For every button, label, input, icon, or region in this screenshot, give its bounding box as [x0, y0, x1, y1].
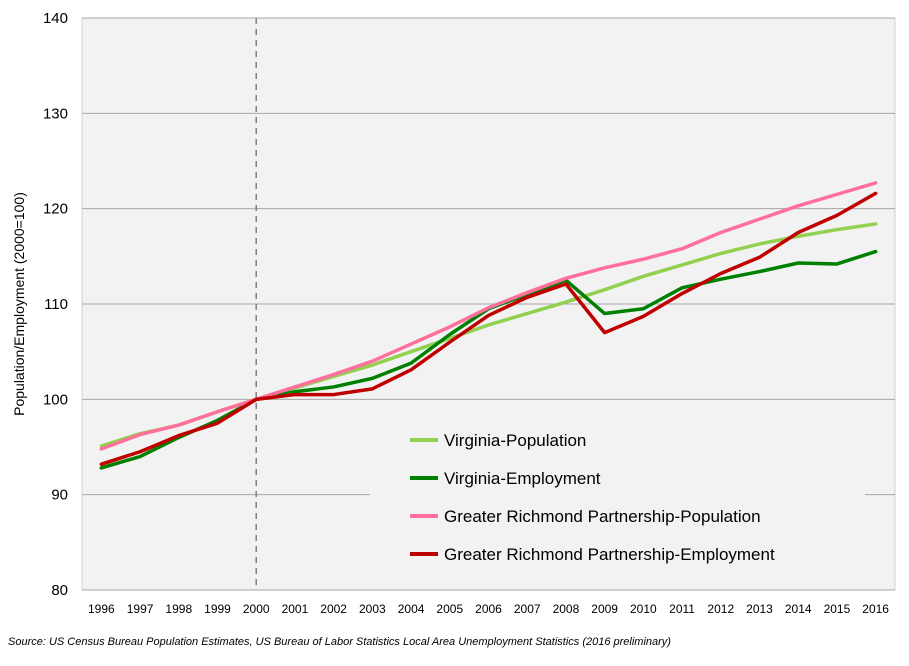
legend-box	[370, 418, 865, 578]
legend-label: Greater Richmond Partnership-Employment	[444, 545, 775, 564]
x-tick-label: 2013	[746, 602, 773, 616]
x-tick-label: 2008	[553, 602, 580, 616]
series-lines	[99, 181, 878, 470]
y-axis-label: Population/Employment (2000=100)	[11, 192, 27, 416]
x-tick-label: 2006	[475, 602, 502, 616]
y-tick-label: 140	[43, 10, 68, 27]
x-tick-label: 2010	[630, 602, 657, 616]
y-tick-label: 120	[43, 201, 68, 218]
x-tick-label: 1999	[204, 602, 231, 616]
y-axis: 80 90 100 110 120 130 140	[43, 10, 68, 599]
x-tick-label: 2001	[282, 602, 309, 616]
x-tick-label: 1996	[88, 602, 115, 616]
x-tick-label: 2016	[862, 602, 889, 616]
x-tick-label: 2000	[243, 602, 270, 616]
x-tick-label: 2003	[359, 602, 386, 616]
x-tick-label: 2015	[824, 602, 851, 616]
legend: Virginia-Population Virginia-Employment Gr…	[370, 418, 865, 578]
x-tick-label: 2012	[707, 602, 734, 616]
y-tick-label: 80	[51, 582, 68, 599]
x-tick-label: 2004	[398, 602, 425, 616]
x-tick-label: 2009	[591, 602, 618, 616]
x-tick-label: 2011	[669, 602, 695, 616]
y-tick-label: 110	[44, 296, 68, 313]
series-line-3	[99, 191, 878, 466]
legend-label: Greater Richmond Partnership-Population	[444, 507, 761, 526]
series-line-2	[99, 181, 878, 451]
x-tick-label: 2007	[514, 602, 541, 616]
x-tick-label: 2014	[785, 602, 812, 616]
source-note: Source: US Census Bureau Population Esti…	[8, 636, 671, 648]
y-tick-label: 100	[43, 391, 68, 408]
y-tick-label: 90	[51, 487, 68, 504]
legend-label: Virginia-Employment	[444, 469, 601, 488]
x-axis: 1996 1997 1998 1999 2000 2001 2002 2003 2004 2005…	[88, 602, 889, 616]
x-tick-label: 2002	[320, 602, 347, 616]
legend-label: Virginia-Population	[444, 431, 586, 450]
x-tick-label: 1998	[165, 602, 192, 616]
y-tick-label: 130	[43, 105, 68, 122]
x-tick-label: 2005	[436, 602, 463, 616]
x-tick-label: 1997	[127, 602, 154, 616]
